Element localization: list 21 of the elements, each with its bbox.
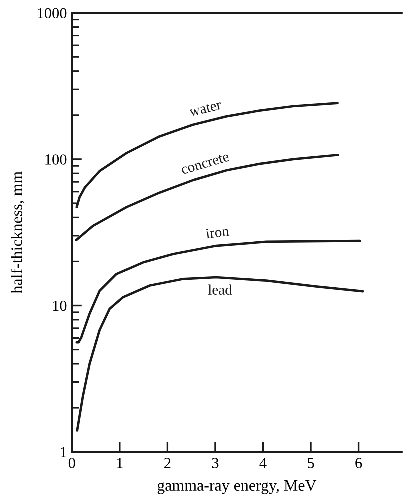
line-series [76, 102, 339, 209]
x-tick-label: 6 [356, 458, 362, 468]
x-tick-label: 0 [68, 458, 76, 468]
x-tick-label: 2 [164, 458, 171, 468]
x-tick-label: 3 [212, 458, 219, 468]
y-axis-title: half-thickness, mm [10, 172, 25, 294]
x-tick-label: 1 [117, 458, 123, 468]
line-series [76, 240, 362, 344]
x-tick-label: 5 [308, 458, 314, 468]
y-tick-label: 1000 [38, 8, 67, 19]
x-tick-label: 4 [260, 458, 267, 468]
text: iron [206, 226, 230, 239]
text: concrete [180, 153, 230, 175]
y-tick-label: 1 [60, 447, 66, 458]
text: water [188, 101, 222, 117]
line-series [75, 154, 340, 242]
y-tick-label: 10 [53, 300, 67, 312]
x-axis-title: gamma-ray energy, MeV [158, 480, 317, 494]
y-tick-label: 100 [46, 154, 67, 165]
line-series [76, 276, 364, 432]
series-label: lead [208, 284, 232, 295]
